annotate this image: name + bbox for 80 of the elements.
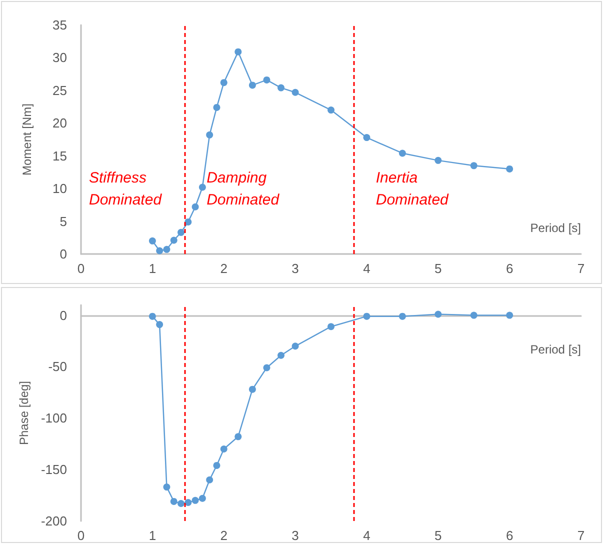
point [156, 321, 164, 328]
point [220, 79, 228, 86]
point [278, 352, 284, 359]
point [506, 165, 514, 172]
point [234, 433, 242, 440]
point [470, 312, 478, 319]
point [148, 237, 156, 244]
point [434, 156, 442, 164]
y-tick-label: 35 [52, 18, 67, 32]
point [328, 106, 334, 114]
x-tick-label: 1 [148, 261, 156, 276]
x-tick-label: 4 [363, 528, 370, 543]
point [398, 312, 406, 320]
x-tick-label: 2 [220, 261, 228, 276]
y-tick-label: 15 [52, 148, 67, 164]
point [278, 84, 284, 92]
point [148, 312, 156, 320]
point [163, 246, 170, 253]
point [206, 131, 214, 138]
point [363, 312, 370, 320]
point [198, 494, 206, 502]
point [328, 323, 334, 330]
point [156, 247, 164, 254]
annotation: Inertia Dominated [376, 170, 450, 208]
x-tick-label: 7 [577, 261, 585, 276]
point [213, 104, 220, 111]
x-tick-label: 1 [148, 528, 156, 543]
y-tick-label: -50 [48, 359, 67, 374]
x-tick-label: 5 [434, 528, 442, 543]
x-tick-label: 0 [77, 528, 85, 543]
y-tick-label: 5 [60, 214, 67, 229]
x-tick-label: 3 [292, 528, 299, 543]
y-tick-label: 30 [52, 50, 67, 66]
point [170, 498, 178, 505]
point [470, 162, 478, 170]
annotation: Stiffness Dominated [89, 170, 162, 208]
x-tick-label: 5 [434, 261, 442, 276]
x-tick-label: 7 [577, 528, 585, 543]
x-tick-label: 2 [220, 528, 228, 543]
point [248, 386, 256, 393]
point [163, 484, 170, 491]
y-tick-label: 25 [52, 82, 67, 98]
x-axis-title: Period [s] [530, 342, 581, 356]
point [198, 184, 206, 191]
y-tick-label: -100 [40, 410, 67, 426]
point [363, 134, 370, 142]
x-tick-label: 0 [77, 261, 85, 276]
point [263, 76, 270, 84]
point [178, 228, 184, 236]
annotation: Damping Dominated [206, 170, 280, 208]
point [506, 312, 514, 319]
y-tick-label: 0 [60, 308, 67, 323]
point [248, 82, 256, 89]
point [263, 364, 270, 372]
x-tick-label: 6 [506, 528, 514, 543]
x-tick-label: 3 [292, 261, 299, 276]
point [184, 218, 192, 226]
point [178, 500, 184, 508]
point [434, 310, 442, 318]
y-tick-label: -200 [40, 514, 67, 528]
x-axis-title: Period [s] [530, 221, 581, 235]
y-tick-label: 0 [60, 246, 67, 262]
point [234, 48, 242, 56]
point [192, 203, 199, 210]
point [184, 498, 192, 506]
point [398, 150, 406, 157]
y-tick-label: -150 [40, 462, 67, 478]
point [220, 446, 228, 452]
x-tick-label: 6 [506, 261, 514, 276]
y-tick-label: 20 [52, 116, 67, 131]
point [192, 496, 199, 504]
point [206, 476, 214, 484]
point [292, 342, 299, 350]
point [170, 236, 178, 244]
y-axis-title: Moment [Nm] [20, 103, 34, 176]
point [213, 462, 220, 469]
y-axis-title: Phase [deg] [17, 380, 32, 446]
x-tick-label: 4 [363, 261, 370, 276]
y-tick-label: 10 [52, 181, 67, 196]
point [292, 88, 299, 96]
